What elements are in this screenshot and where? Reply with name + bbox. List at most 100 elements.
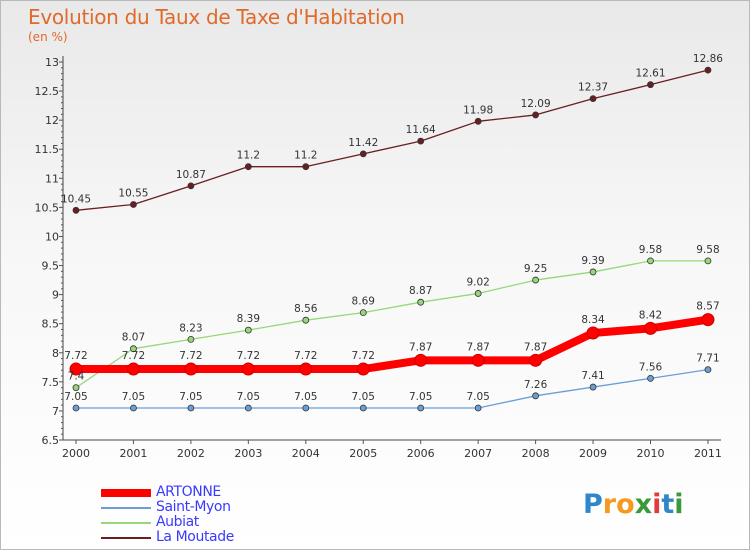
data-label: 8.69 [352, 296, 375, 308]
data-point [704, 366, 712, 374]
legend-item: La Moutade [101, 529, 301, 545]
data-point [417, 298, 425, 306]
data-point [586, 326, 600, 340]
series-line-artonne [72, 315, 712, 374]
legend-swatch [101, 522, 151, 524]
data-label: 8.34 [581, 314, 605, 326]
data-label: 7.87 [409, 341, 432, 353]
data-label: 7.05 [409, 391, 432, 403]
x-tick-label: 2001 [119, 447, 147, 460]
data-label: 11.98 [463, 104, 493, 116]
y-tick-label: 8 [52, 347, 59, 360]
legend-item: Aubiat [101, 514, 301, 530]
data-point [704, 257, 712, 265]
legend: ARTONNE Saint-Myon Aubiat La Moutade [101, 484, 301, 545]
data-point [532, 111, 539, 119]
data-label: 8.57 [696, 301, 719, 313]
data-label: 7.05 [179, 391, 202, 403]
y-tick-label: 11.5 [35, 143, 60, 156]
y-tick-label: 10 [45, 230, 59, 243]
y-tick-label: 8.5 [42, 318, 60, 331]
x-tick-label: 2003 [234, 447, 262, 460]
data-label: 8.87 [409, 285, 432, 297]
series-la-moutade [72, 66, 712, 214]
series-layer [69, 66, 715, 412]
data-point [532, 276, 539, 284]
data-label: 10.87 [176, 169, 206, 181]
chart-title: Evolution du Taux de Taxe d'Habitation [28, 5, 405, 29]
data-label: 7.05 [237, 391, 260, 403]
logo-letter: x [634, 489, 653, 520]
legend-label: Saint-Myon [156, 499, 231, 515]
data-label: 7.41 [581, 370, 604, 382]
series-saint-myon [72, 366, 712, 412]
data-label: 7.05 [294, 391, 317, 403]
series-line-saint-myon [75, 368, 709, 409]
data-point [356, 362, 370, 376]
logo-letter: i [652, 489, 662, 520]
data-label: 12.61 [635, 68, 665, 80]
logo-letter: t [661, 489, 675, 520]
y-tick-label: 11 [45, 172, 59, 185]
x-tick-label: 2002 [177, 447, 205, 460]
y-tick-label: 6.5 [42, 434, 60, 447]
data-point [529, 353, 543, 367]
data-label: 12.37 [578, 82, 608, 94]
data-point [72, 206, 80, 214]
data-point [474, 290, 482, 297]
data-label: 11.2 [294, 150, 317, 162]
data-label: 11.42 [348, 137, 378, 149]
data-point [359, 404, 367, 412]
data-label: 8.39 [237, 313, 260, 325]
data-point [417, 137, 425, 145]
y-tick-label: 12.5 [35, 85, 60, 98]
data-labels: 10.45 10.55 10.87 11.2 11.2 11.42 11.64 11.98 12… [61, 53, 723, 403]
data-point [647, 374, 654, 382]
legend-swatch [101, 507, 151, 509]
data-label: 7.87 [524, 341, 547, 353]
data-point [130, 201, 137, 208]
x-tick-label: 2009 [579, 447, 607, 460]
series-aubiat [72, 257, 712, 392]
x-tick-label: 2006 [407, 447, 435, 460]
legend-item: ARTONNE [101, 484, 301, 500]
y-tick-label: 7.5 [42, 376, 60, 389]
data-point [532, 392, 539, 400]
series-artonne [69, 313, 715, 376]
x-tick-label: 2000 [62, 447, 90, 460]
legend-swatch [101, 537, 151, 539]
data-point [644, 321, 657, 335]
legend-swatch [101, 489, 151, 497]
data-label: 7.72 [64, 350, 87, 362]
x-tick-label: 2011 [694, 447, 722, 460]
data-point [187, 182, 195, 190]
legend-item: Saint-Myon [101, 499, 301, 515]
data-point [244, 404, 252, 412]
data-label: 9.39 [581, 255, 604, 267]
data-label: 12.09 [521, 98, 551, 110]
data-label: 8.56 [294, 303, 318, 315]
data-point [647, 81, 654, 89]
data-point [474, 117, 482, 125]
data-label: 7.05 [352, 391, 375, 403]
y-tick-label: 13 [45, 56, 59, 69]
brand-logo: Proxiti [583, 489, 684, 520]
data-point [359, 309, 367, 317]
data-label: 11.2 [237, 150, 260, 162]
logo-letter: i [674, 489, 684, 520]
data-label: 7.72 [179, 350, 202, 362]
data-label: 9.58 [696, 244, 719, 256]
data-label: 7.72 [294, 350, 317, 362]
y-tick-label: 12 [45, 114, 59, 127]
data-label: 7.56 [639, 361, 663, 373]
data-point [72, 384, 80, 392]
x-tick-label: 2005 [349, 447, 377, 460]
legend-label: La Moutade [156, 529, 234, 545]
x-tick-label: 2010 [637, 447, 665, 460]
data-label: 9.25 [524, 263, 547, 275]
logo-letter: r [602, 489, 617, 520]
data-label: 8.23 [179, 322, 202, 334]
data-label: 10.55 [118, 187, 148, 199]
